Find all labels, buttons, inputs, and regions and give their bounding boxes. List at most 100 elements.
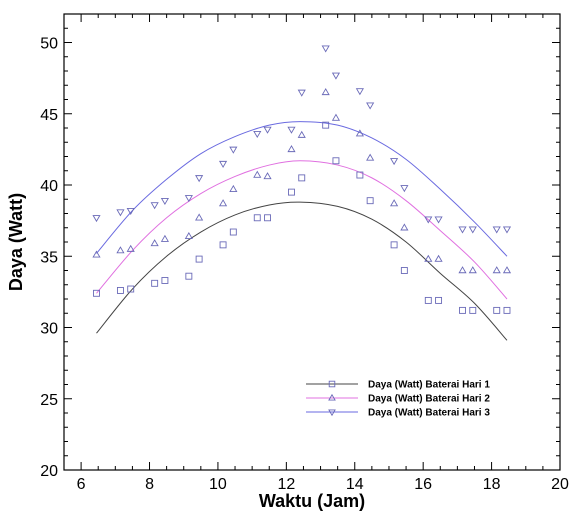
x-tick-label: 20 xyxy=(551,476,569,493)
data-point-series-2 xyxy=(287,145,296,153)
data-point-series-2 xyxy=(458,266,467,274)
data-point-series-2 xyxy=(297,130,306,138)
data-point-series-2 xyxy=(253,170,262,178)
fit-curve-series-1 xyxy=(96,201,508,341)
data-point-series-2 xyxy=(263,172,272,180)
data-point-series-2 xyxy=(92,250,101,258)
x-tick-label: 16 xyxy=(414,476,432,493)
legend-marker-series-1 xyxy=(328,380,336,388)
data-point-series-2 xyxy=(424,254,433,262)
data-point-series-2 xyxy=(126,244,135,252)
data-point-series-1 xyxy=(459,306,466,314)
data-point-series-2 xyxy=(366,153,375,161)
data-point-series-3 xyxy=(355,88,364,96)
data-point-series-2 xyxy=(321,88,330,96)
data-point-series-1 xyxy=(424,296,432,304)
x-tick-label: 18 xyxy=(483,476,501,493)
data-point-series-2 xyxy=(229,184,238,192)
fit-curves xyxy=(96,121,508,341)
data-point-series-1 xyxy=(298,174,306,182)
data-point-series-1 xyxy=(356,171,364,179)
legend: Daya (Watt) Baterai Hari 1 Daya (Watt) Ba… xyxy=(306,380,490,419)
data-point-series-3 xyxy=(150,202,159,210)
data-point-series-3 xyxy=(195,175,204,183)
data-point-series-1 xyxy=(435,296,443,304)
data-point-series-3 xyxy=(92,215,101,223)
data-point-series-3 xyxy=(434,216,443,224)
data-point-series-2 xyxy=(184,231,193,240)
legend-marker-series-2 xyxy=(328,393,336,401)
legend-label-series-3: Daya (Watt) Baterai Hari 3 xyxy=(368,408,490,419)
data-point-series-2 xyxy=(160,234,169,242)
x-tick-label: 8 xyxy=(145,476,154,493)
x-tick-label: 10 xyxy=(209,476,227,493)
x-tick-label: 14 xyxy=(346,476,364,493)
data-point-series-1 xyxy=(93,289,100,297)
y-tick-label: 45 xyxy=(40,107,58,124)
data-point-series-3 xyxy=(297,89,306,97)
data-point-series-3 xyxy=(116,209,125,217)
data-point-series-1 xyxy=(195,255,203,263)
data-point-series-2 xyxy=(468,266,477,274)
data-point-series-3 xyxy=(331,72,341,80)
data-point-series-1 xyxy=(229,228,237,236)
data-point-series-2 xyxy=(195,213,204,221)
y-tick-label: 50 xyxy=(40,36,58,53)
data-point-series-3 xyxy=(126,207,135,215)
data-point-series-3 xyxy=(458,226,467,234)
data-point-series-3 xyxy=(321,45,330,53)
y-tick-label: 20 xyxy=(40,463,58,480)
data-point-series-3 xyxy=(492,226,501,234)
data-point-series-1 xyxy=(322,121,330,129)
data-point-series-1 xyxy=(332,157,340,165)
x-axis-title: Waktu (Jam) xyxy=(259,491,365,511)
x-tick-label: 6 xyxy=(77,476,86,493)
data-point-series-2 xyxy=(116,246,125,254)
data-point-series-3 xyxy=(229,146,238,154)
data-points xyxy=(92,45,512,314)
data-point-series-1 xyxy=(469,306,477,314)
data-point-series-1 xyxy=(503,306,511,314)
data-point-series-1 xyxy=(185,272,193,280)
data-point-series-1 xyxy=(116,287,124,294)
data-point-series-3 xyxy=(253,130,262,139)
data-point-series-1 xyxy=(127,285,135,293)
data-point-series-2 xyxy=(331,113,341,121)
data-point-series-3 xyxy=(184,195,193,203)
legend-marker-series-3 xyxy=(328,409,336,417)
data-point-series-3 xyxy=(424,216,433,224)
data-point-series-1 xyxy=(288,188,295,196)
data-point-series-1 xyxy=(264,214,271,222)
y-tick-label: 25 xyxy=(40,392,58,409)
data-point-series-1 xyxy=(161,277,169,284)
data-point-series-3 xyxy=(366,102,375,110)
data-point-series-1 xyxy=(366,197,374,205)
data-point-series-1 xyxy=(219,241,227,249)
data-point-series-3 xyxy=(390,158,399,166)
data-point-series-3 xyxy=(468,226,477,234)
data-point-series-2 xyxy=(355,129,364,137)
data-point-series-2 xyxy=(390,199,399,207)
data-point-series-2 xyxy=(150,239,159,247)
legend-label-series-2: Daya (Watt) Baterai Hari 2 xyxy=(368,394,490,405)
data-point-series-1 xyxy=(400,267,408,274)
data-point-series-3 xyxy=(400,185,409,193)
y-tick-label: 40 xyxy=(40,178,58,195)
data-point-series-3 xyxy=(502,226,512,234)
data-point-series-2 xyxy=(434,254,443,262)
data-point-series-3 xyxy=(160,197,169,206)
data-point-series-2 xyxy=(502,266,512,274)
data-point-series-1 xyxy=(390,241,398,249)
y-axis-title: Daya (Watt) xyxy=(6,193,26,291)
legend-label-series-1: Daya (Watt) Baterai Hari 1 xyxy=(368,380,490,391)
data-point-series-1 xyxy=(253,214,261,222)
x-tick-label: 12 xyxy=(277,476,295,493)
data-point-series-2 xyxy=(492,266,501,274)
data-point-series-1 xyxy=(493,306,501,314)
data-point-series-3 xyxy=(263,126,272,134)
fit-curve-series-3 xyxy=(96,121,508,257)
fit-curve-series-2 xyxy=(96,160,508,300)
y-tick-label: 35 xyxy=(40,249,58,266)
data-point-series-3 xyxy=(287,126,296,134)
